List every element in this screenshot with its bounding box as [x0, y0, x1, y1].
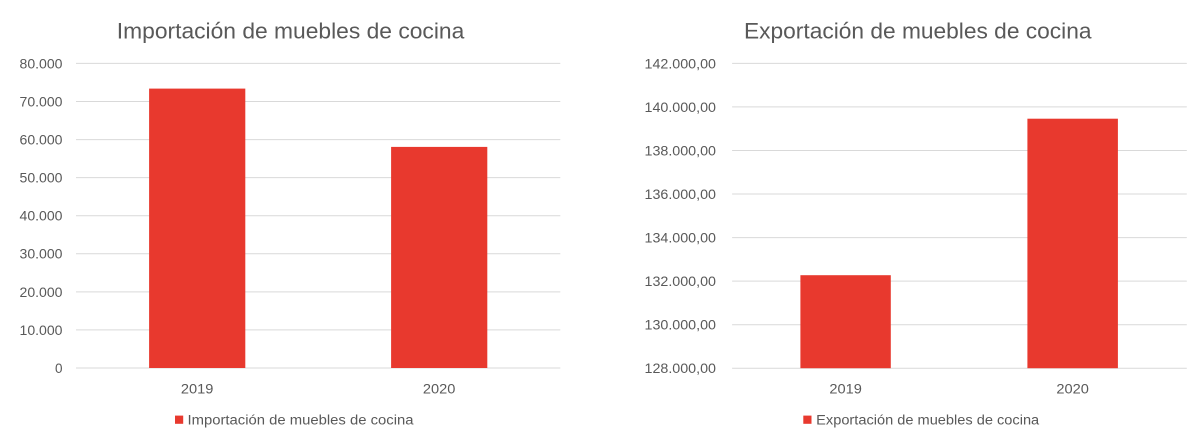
svg-text:30.000: 30.000 — [20, 247, 63, 262]
svg-text:60.000: 60.000 — [20, 133, 63, 148]
svg-text:140.000,00: 140.000,00 — [645, 100, 717, 115]
svg-text:20.000: 20.000 — [20, 285, 63, 300]
svg-text:10.000: 10.000 — [20, 323, 63, 338]
svg-text:2019: 2019 — [181, 382, 214, 397]
svg-text:70.000: 70.000 — [20, 94, 63, 109]
svg-text:50.000: 50.000 — [20, 171, 63, 186]
svg-text:40.000: 40.000 — [20, 209, 63, 224]
svg-text:2020: 2020 — [423, 382, 456, 397]
svg-text:80.000: 80.000 — [20, 56, 63, 71]
svg-text:0: 0 — [55, 361, 63, 376]
svg-text:2019: 2019 — [829, 382, 862, 397]
svg-text:142.000,00: 142.000,00 — [645, 56, 717, 71]
svg-text:132.000,00: 132.000,00 — [645, 274, 717, 289]
svg-text:128.000,00: 128.000,00 — [645, 361, 717, 376]
svg-text:Importación de muebles de coci: Importación de muebles de cocina — [188, 413, 415, 428]
svg-text:2020: 2020 — [1056, 382, 1089, 397]
svg-text:Importación de muebles de coci: Importación de muebles de cocina — [117, 19, 465, 44]
svg-text:Exportación de muebles de coci: Exportación de muebles de cocina — [816, 413, 1040, 428]
svg-text:136.000,00: 136.000,00 — [645, 187, 717, 202]
svg-text:130.000,00: 130.000,00 — [645, 318, 717, 333]
svg-text:Exportación de muebles de coci: Exportación de muebles de cocina — [744, 19, 1092, 44]
svg-text:138.000,00: 138.000,00 — [645, 143, 717, 158]
svg-text:134.000,00: 134.000,00 — [645, 231, 717, 246]
